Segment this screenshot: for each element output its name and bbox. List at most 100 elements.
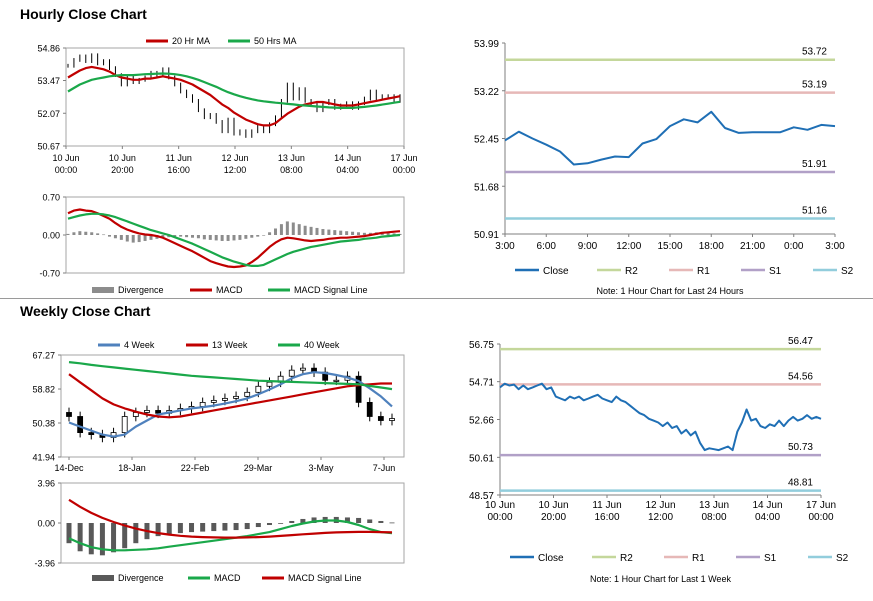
weekly-divergence-bar [200,523,206,532]
weekly-divergence-bar [311,517,317,523]
weekly-divergence-bar [244,523,250,530]
hourly-macd-y-tick-label: -0.70 [39,269,60,279]
hourly-price-y-tick-label: 50.67 [37,142,60,152]
hourly-divergence-bar [274,228,277,235]
weekly-divergence-bar [344,517,350,523]
weekly-macd-line [68,519,393,552]
weekly-candle-body [333,379,340,382]
weekly-legend-macd-label: MACD [214,573,241,583]
hourly-divergence-bar [357,232,360,235]
hourly-20hr-ma-line [67,65,401,127]
weekly-divergence-bar [389,522,395,524]
hourly-divergence-bar [220,235,224,241]
weekly-levels-x-tick-date: 10 Jun [538,500,568,511]
hourly-macd-y-tick-label: 0.00 [42,231,60,241]
weekly-levels-x-tick-date: 11 Jun [592,500,621,511]
hourly-levels-x-tick-label: 6:00 [537,241,557,252]
hourly-levels-note: Note: 1 Hour Chart for Last 24 Hours [596,286,744,296]
hourly-price-x-tick-date: 14 Jun [334,153,361,163]
hourly-macd-line [67,208,401,269]
weekly-legend-signal-label: MACD Signal Line [288,573,362,583]
weekly-levels-legend-close-label: Close [538,553,564,564]
weekly-levels-y-tick-label: 54.71 [469,378,494,389]
weekly-divergence-bar [122,523,128,549]
hourly-divergence-bar [191,235,194,238]
weekly-candle-body [222,397,228,401]
hourly-levels-legend-s2-label: S2 [841,266,854,277]
hourly-divergence-bar [232,235,236,241]
hourly-levels-legend-s1-label: S1 [769,266,782,277]
hourly-divergence-bar [137,235,141,243]
hourly-divergence-bar [285,221,289,235]
hourly-levels-y-tick-label: 53.22 [474,87,499,98]
hourly-divergence-bar [256,235,260,237]
hourly-levels-legend-r2-label: R2 [625,266,638,277]
hourly-divergence-bar [84,231,88,235]
weekly-divergence-bar [99,523,105,556]
hourly-divergence-bar [131,235,135,243]
hourly-levels-s2-level-label: 51.16 [802,205,827,216]
weekly-candle-body [355,375,362,403]
hourly-price-x-tick-date: 13 Jun [278,153,305,163]
weekly-candle-body [155,410,162,414]
section-divider [0,298,873,299]
hourly-price-x-tick-date: 10 Jun [52,153,79,163]
weekly-levels-y-tick-label: 52.66 [469,416,494,427]
weekly-candle-body [233,395,239,399]
hourly-levels-x-tick-label: 12:00 [616,241,641,252]
hourly-levels-close-line [504,110,836,166]
hourly-levels-legend-close-label: Close [543,266,569,277]
weekly-divergence-bar [266,523,272,526]
hourly-levels-x-tick-label: 21:00 [740,241,765,252]
weekly-divergence-bar [356,517,362,523]
hourly-divergence-bar [398,233,402,235]
hourly-macd-signal-line [67,212,401,267]
hourly-divergence-bar [327,229,331,235]
weekly-candle-body [389,418,395,421]
hourly-price-x-tick-time: 12:00 [224,165,247,175]
hourly-levels-x-tick-label: 9:00 [578,241,598,252]
hourly-divergence-bar [202,235,206,240]
hourly-levels-x-tick-label: 15:00 [657,241,682,252]
weekly-price-x-tick-label: 29-Mar [244,463,273,473]
hourly-legend-divergence-label: Divergence [118,285,164,295]
weekly-divergence-bar [289,520,295,523]
weekly-candle-body [299,367,306,371]
hourly-levels-legend-r1-label: R1 [697,266,710,277]
weekly-macd-signal-line [68,498,393,539]
hourly-divergence-bar [173,235,177,237]
weekly-divergence-bar [155,523,161,537]
weekly-divergence-bar [255,523,261,528]
weekly-levels-x-tick-date: 13 Jun [699,500,729,511]
hourly-legend-50hr-ma-label: 50 Hrs MA [254,36,297,46]
hourly-macd-y-tick-label: 0.70 [42,193,60,203]
hourly-divergence-bar [90,232,94,235]
weekly-candle-body [121,416,128,433]
weekly-levels-legend-r2-label: R2 [620,553,633,564]
weekly-price-y-tick-label: 67.27 [32,351,55,361]
weekly-legend-13wk-label: 13 Week [212,340,248,350]
hourly-divergence-bar [351,231,355,235]
weekly-divergence-bar [278,523,284,524]
weekly-levels-x-tick-date: 10 Jun [485,500,515,511]
weekly-price-y-tick-label: 58.82 [32,385,55,395]
weekly-divergence-bar [189,523,195,533]
weekly-levels-s1-level-label: 50.73 [788,442,813,453]
weekly-candle-body [210,399,217,403]
hourly-legend-signal-label: MACD Signal Line [294,285,368,295]
weekly-divergence-bar [378,520,384,523]
weekly-divergence-bar [111,523,117,553]
hourly-levels-x-tick-label: 3:00 [825,241,845,252]
hourly-divergence-bar [125,235,129,242]
hourly-levels-x-tick-label: 0:00 [784,241,804,252]
hourly-divergence-bar [309,226,313,235]
weekly-divergence-bar [367,519,373,523]
weekly-levels-note: Note: 1 Hour Chart for Last 1 Week [590,574,731,584]
hourly-price-plot-frame [65,47,405,147]
weekly-divergence-bar [211,523,217,532]
hourly-legend-macd-label: MACD [216,285,243,295]
weekly-levels-x-tick-time: 12:00 [648,512,673,523]
weekly-candle-body [144,410,150,413]
hourly-divergence-bar [291,222,295,235]
hourly-levels-r2-level-label: 53.72 [802,47,827,58]
